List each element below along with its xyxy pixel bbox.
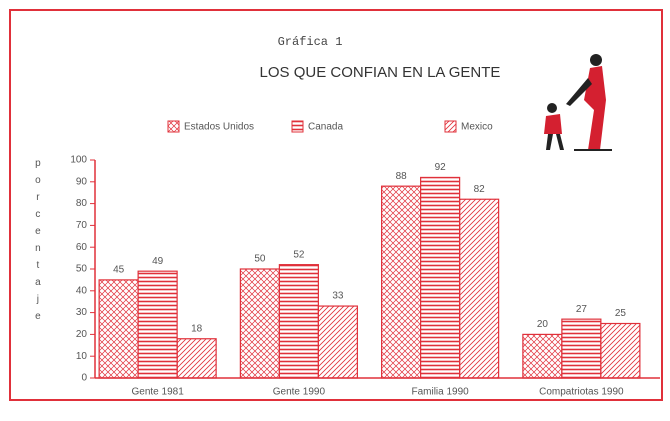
bar bbox=[522, 333, 563, 379]
data-label: 92 bbox=[435, 162, 447, 173]
y-tick-label: 90 bbox=[76, 176, 88, 187]
y-axis-label: porcentaje bbox=[32, 158, 43, 328]
bar bbox=[420, 176, 461, 379]
data-label: 45 bbox=[113, 265, 125, 276]
y-tick-label: 70 bbox=[76, 220, 88, 231]
data-label: 52 bbox=[293, 249, 305, 260]
y-tick-label: 0 bbox=[81, 373, 87, 384]
frame bbox=[9, 9, 663, 401]
x-tick-label: Familia 1990 bbox=[411, 387, 469, 398]
data-label: 50 bbox=[254, 254, 266, 265]
y-tick-label: 20 bbox=[76, 329, 88, 340]
y-tick-label: 50 bbox=[76, 264, 88, 275]
y-tick-label: 100 bbox=[70, 155, 87, 166]
data-label: 27 bbox=[576, 304, 588, 315]
data-label: 88 bbox=[396, 171, 408, 182]
y-tick-label: 40 bbox=[76, 285, 88, 296]
x-tick-label: Gente 1990 bbox=[273, 387, 326, 398]
illustration bbox=[544, 54, 612, 151]
legend-swatch bbox=[291, 120, 304, 133]
legend-label: Canada bbox=[308, 122, 343, 133]
bar bbox=[381, 185, 422, 379]
y-tick-label: 30 bbox=[76, 307, 88, 318]
data-label: 82 bbox=[474, 184, 486, 195]
data-label: 18 bbox=[191, 323, 203, 334]
x-tick-label: Compatriotas 1990 bbox=[539, 387, 624, 398]
bar bbox=[98, 279, 139, 379]
bar bbox=[137, 270, 178, 379]
data-label: 20 bbox=[537, 319, 549, 330]
chart-subtitle: LOS QUE CONFIAN EN LA GENTE bbox=[260, 64, 501, 81]
legend-label: Estados Unidos bbox=[184, 122, 254, 133]
legend-swatch bbox=[444, 120, 457, 133]
data-label: 25 bbox=[615, 308, 627, 319]
chart-title: Gráfica 1 bbox=[278, 35, 343, 49]
legend-swatch bbox=[167, 120, 180, 133]
legend-label: Mexico bbox=[461, 122, 493, 133]
bar bbox=[561, 318, 602, 379]
bar bbox=[459, 198, 500, 379]
x-tick-label: Gente 1981 bbox=[131, 387, 184, 398]
bar bbox=[176, 338, 217, 379]
data-label: 33 bbox=[332, 291, 344, 302]
bar bbox=[317, 305, 358, 379]
bar bbox=[239, 268, 280, 379]
bar bbox=[600, 322, 641, 379]
y-tick-label: 60 bbox=[76, 242, 88, 253]
bar bbox=[278, 264, 319, 379]
y-tick-label: 80 bbox=[76, 198, 88, 209]
data-label: 49 bbox=[152, 256, 164, 267]
y-tick-label: 10 bbox=[76, 351, 88, 362]
